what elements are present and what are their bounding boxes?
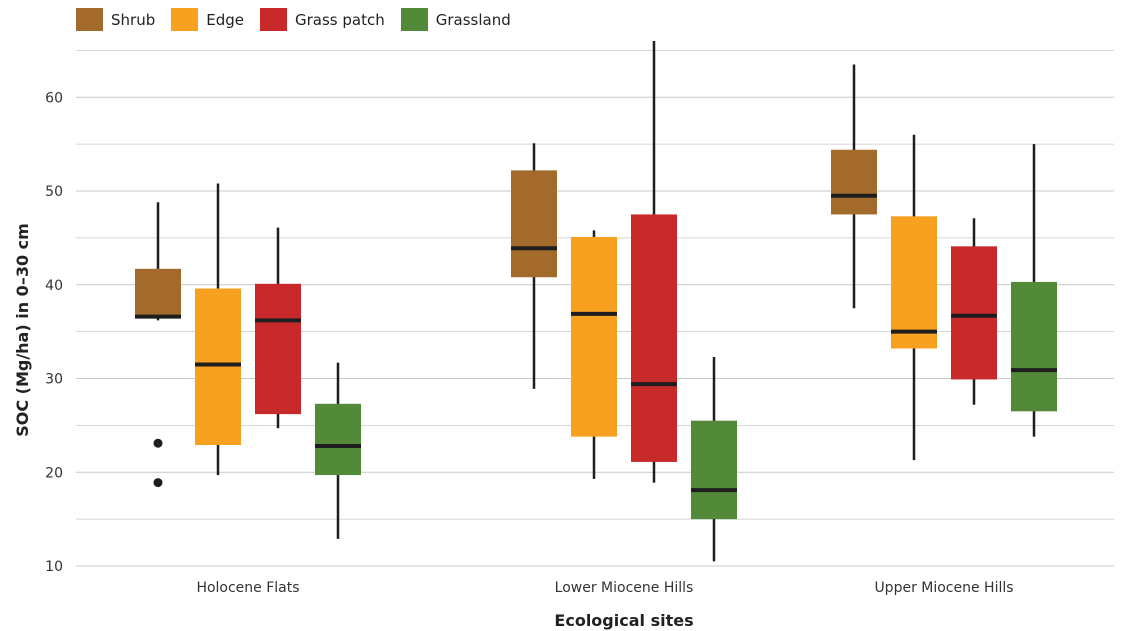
box-edge [195,183,241,476]
box [511,170,557,278]
x-axis-ticks: Holocene Flats Lower Miocene Hills Upper M… [196,580,1013,596]
legend-item: Grass patch [259,8,385,31]
y-axis-ticks: 10 20 30 40 50 60 [45,90,63,575]
box [631,214,677,462]
x-tick-label: Holocene Flats [196,580,299,596]
box-grass-patch [631,41,677,483]
legend-swatch [171,8,199,31]
box-grassland [691,356,737,562]
box-edge [571,230,617,479]
outlier-point [153,478,163,488]
y-tick-label: 40 [45,278,63,294]
y-tick-label: 30 [45,372,63,388]
legend-label: Edge [206,10,244,29]
box-grassland [315,362,361,539]
legend-label: Grass patch [294,10,385,29]
x-tick-label: Lower Miocene Hills [555,580,694,596]
box-grass-patch [255,227,301,429]
y-tick-label: 10 [45,559,63,575]
y-tick-label: 60 [45,90,63,106]
box [691,420,737,520]
legend-item: Edge [171,8,244,31]
box [255,283,301,415]
box [1011,281,1057,412]
legend: Shrub Edge Grass patch Grassland [76,8,511,31]
box-shrub [831,64,877,309]
x-tick-label: Upper Miocene Hills [874,580,1013,596]
legend-swatch [259,8,287,31]
outlier-point [153,438,163,448]
legend-label: Grassland [435,10,511,29]
box [891,216,937,349]
y-axis-label: SOC (Mg/ha) in 0–30 cm [13,223,32,437]
legend-item: Shrub [76,8,155,31]
box [135,268,181,319]
grid-lines [76,49,1114,567]
box-shrub [135,202,181,488]
box [571,236,617,437]
x-axis-label: Ecological sites [554,611,693,630]
legend-swatch [76,8,103,31]
box-grassland [1011,144,1057,437]
box-edge [891,134,937,461]
legend-label: Shrub [111,10,156,29]
box [951,246,997,380]
legend-item: Grassland [400,8,511,31]
box-grass-patch [951,218,997,405]
y-tick-label: 50 [45,184,63,200]
box-plot-series [135,41,1057,562]
box [195,288,241,446]
y-tick-label: 20 [45,465,63,481]
box-shrub [511,143,557,389]
box [831,149,877,215]
legend-swatch [400,8,428,31]
box [315,403,361,476]
